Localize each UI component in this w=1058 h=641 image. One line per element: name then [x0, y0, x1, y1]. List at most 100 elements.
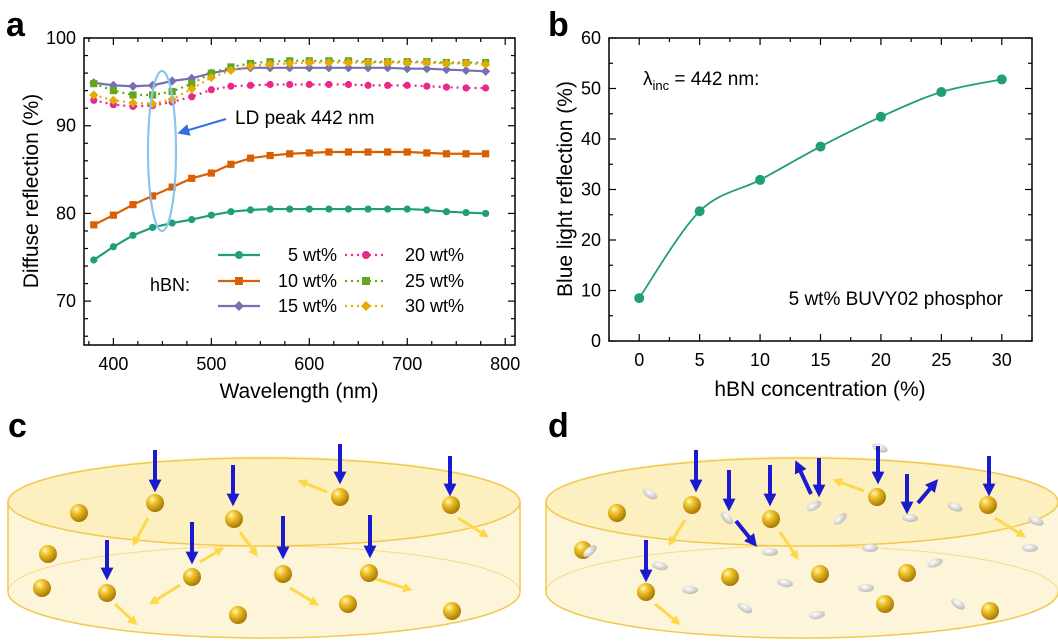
- phosphor-particle: [981, 602, 999, 620]
- legend-label-10-wt: 10 wt%: [278, 271, 337, 291]
- data-point-30-wt: [265, 59, 275, 69]
- data-point-15-wt: [383, 63, 393, 73]
- data-point-10-wt: [462, 150, 470, 158]
- hbn-flake: [833, 513, 847, 525]
- yellow-light-arrow: [113, 602, 138, 626]
- data-point-10-wt: [188, 174, 196, 182]
- x-tick-label: 15: [810, 350, 830, 370]
- y-tick-label: 70: [56, 291, 76, 311]
- data-point-20-wt: [442, 83, 451, 91]
- phosphor-particle: [442, 496, 460, 514]
- hbn-flake: [1022, 544, 1038, 552]
- phosphor-particle: [70, 504, 88, 522]
- x-tick-label: 30: [992, 350, 1012, 370]
- data-point-5-wt: [109, 243, 117, 251]
- yellow-light-arrow: [375, 577, 413, 593]
- y-tick-label: 60: [581, 28, 601, 48]
- hbn-flake: [947, 502, 963, 512]
- hbn-flake: [809, 610, 825, 620]
- phosphor-particle: [721, 568, 739, 586]
- data-point-10-wt: [423, 149, 431, 157]
- hbn-flake: [642, 488, 658, 500]
- data-point-10-wt: [148, 192, 157, 200]
- data-point-10-wt: [286, 150, 294, 158]
- data-point-10-wt: [305, 149, 313, 157]
- data-point: [875, 111, 886, 122]
- data-point-30-wt: [245, 61, 256, 71]
- phosphor-particle: [331, 488, 349, 506]
- data-point-20-wt: [227, 82, 235, 90]
- phosphor-particle: [339, 595, 357, 613]
- data-point-15-wt: [481, 66, 491, 76]
- panel-label-c: c: [8, 407, 27, 445]
- chart-b-ylabel: Blue light reflection (%): [554, 81, 577, 297]
- hbn-flake: [583, 545, 597, 557]
- data-point-20-wt: [482, 84, 490, 92]
- data-point-25-wt: [129, 91, 137, 99]
- hbn-flake: [777, 578, 793, 588]
- phosphor-particle: [274, 565, 292, 583]
- data-point-30-wt: [108, 95, 118, 105]
- y-tick-label: 100: [46, 28, 76, 48]
- ld-peak-arrow: [177, 118, 227, 136]
- chart-b: 0 5 10 15 20 25 30 0 10 20 30 40 50 60 hBN concentrat…: [554, 28, 1033, 401]
- ld-peak-annotation: LD peak 442 nm: [235, 108, 374, 129]
- data-point-30-wt: [304, 57, 314, 68]
- data-point: [996, 74, 1007, 85]
- blue-light-arrow: [794, 460, 813, 495]
- disk-bottom-back-c: [7, 545, 521, 593]
- data-point-5-wt: [129, 231, 137, 239]
- yellow-light-arrow: [457, 516, 490, 538]
- series-15-wt: [89, 63, 491, 91]
- legend-marker-5-wt: [235, 251, 243, 259]
- data-point-10-wt: [246, 154, 255, 162]
- yellow-light-arrow: [289, 586, 320, 606]
- data-point-30-wt: [324, 57, 334, 68]
- legend-title: hBN:: [150, 275, 190, 295]
- chart-a: 400 500 600 700 800 70 80 90 100 Wavelength (nm)…: [20, 28, 520, 403]
- hbn-flake: [1028, 516, 1044, 526]
- hbn-flake: [737, 602, 753, 614]
- phosphor-particle: [229, 606, 247, 624]
- data-point-30-wt: [206, 72, 216, 83]
- phosphor-particle: [762, 510, 780, 528]
- phosphor-particle: [637, 583, 655, 601]
- x-tick-label: 500: [196, 354, 226, 374]
- illustration-c: [7, 444, 521, 639]
- data-point-10-wt: [109, 211, 117, 219]
- data-point-10-wt: [364, 148, 372, 156]
- legend-label-15-wt: 15 wt%: [278, 296, 337, 316]
- data-point-30-wt: [285, 58, 295, 69]
- data-point-10-wt: [266, 151, 274, 160]
- data-point-25-wt: [90, 80, 98, 88]
- data-point-15-wt: [402, 64, 412, 74]
- data-point-5-wt: [305, 205, 313, 213]
- data-point: [694, 206, 705, 217]
- x-tick-label: 20: [871, 350, 891, 370]
- x-tick-label: 400: [98, 354, 128, 374]
- phosphor-particle: [979, 496, 997, 514]
- data-point: [815, 141, 826, 152]
- data-point-30-wt: [422, 57, 432, 68]
- data-point-5-wt: [168, 219, 176, 227]
- yellow-light-arrow: [132, 517, 150, 547]
- series-30-wt: [89, 57, 491, 109]
- phosphor-particle: [868, 488, 886, 506]
- series-5-wt: [90, 205, 490, 264]
- data-point-10-wt: [90, 221, 98, 229]
- data-point-20-wt: [384, 81, 392, 89]
- phosphor-particle: [360, 564, 378, 582]
- data-point-20-wt: [207, 86, 215, 94]
- data-point-30-wt: [128, 98, 138, 108]
- legend-label-25-wt: 25 wt%: [405, 271, 464, 291]
- yellow-light-arrow: [832, 478, 865, 493]
- y-tick-label: 30: [581, 180, 601, 200]
- data-point-15-wt: [187, 73, 197, 83]
- yellow-light-arrow: [668, 519, 687, 547]
- legend-marker-25-wt: [362, 277, 370, 285]
- series-10-wt: [90, 148, 490, 229]
- blue-light-arrow: [916, 479, 939, 505]
- y-tick-label: 10: [581, 281, 601, 301]
- hbn-flake: [762, 548, 778, 556]
- x-tick-label: 5: [695, 350, 705, 370]
